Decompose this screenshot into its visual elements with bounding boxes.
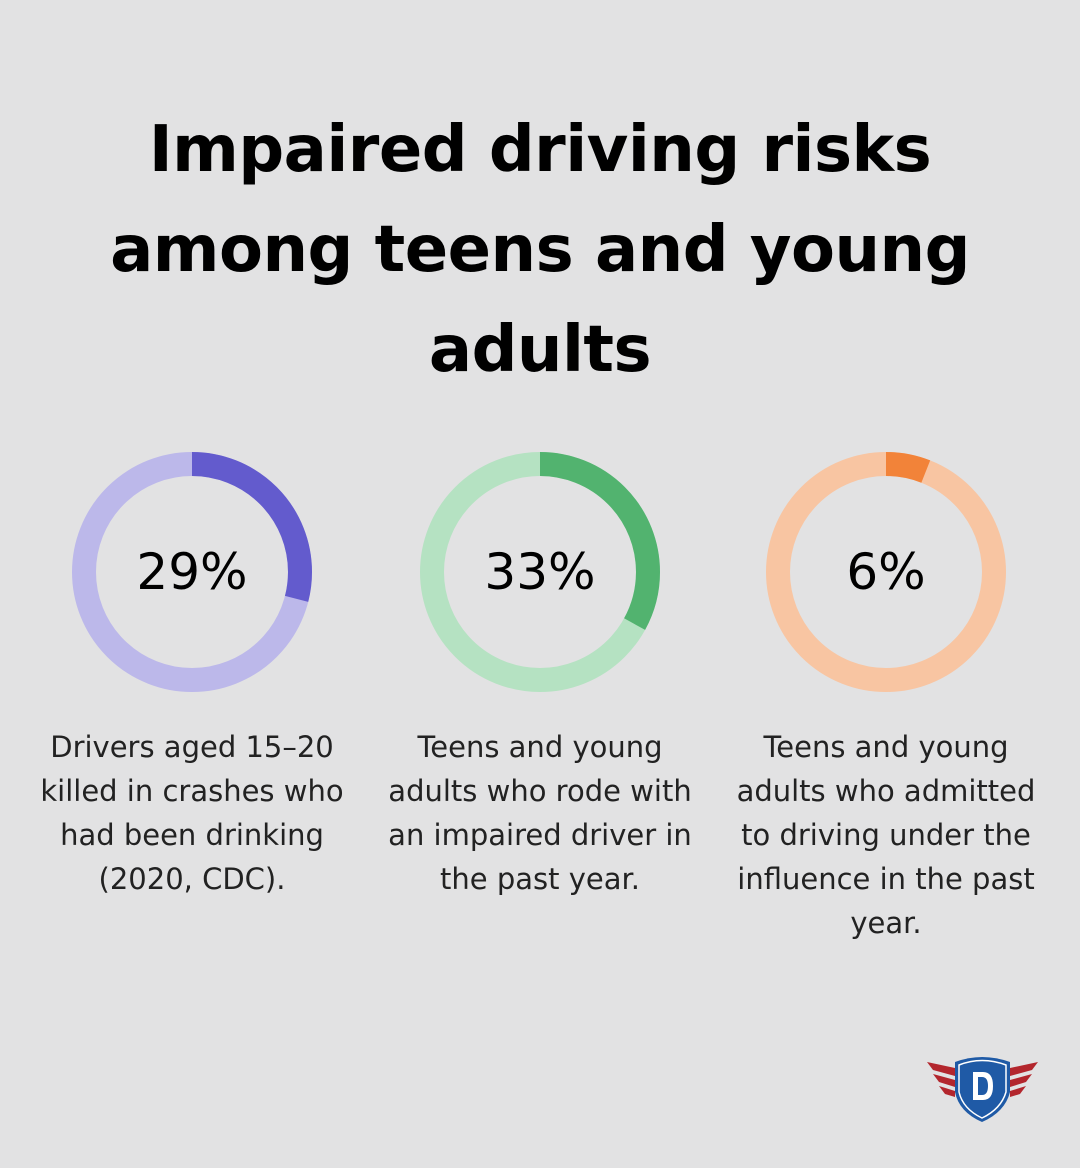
donut-chart-3: 6% (766, 452, 1006, 692)
stat-description-2: Teens and young adults who rode with an … (388, 730, 692, 896)
stat-description-3: Teens and young adults who admitted to d… (736, 730, 1036, 940)
donut-value-arc (72, 452, 312, 692)
shield-wings-logo-icon (927, 1057, 1038, 1122)
donut-label: 33% (484, 543, 596, 601)
donut-label: 6% (846, 543, 926, 601)
donut-value-arc (420, 452, 660, 692)
donut-svg (420, 452, 660, 692)
donut-chart-2: 33% (420, 452, 660, 692)
donut-svg (766, 452, 1006, 692)
donut-value-arc (766, 452, 1006, 692)
page-title: Impaired driving risks among teens and y… (110, 113, 970, 387)
stat-description-1: Drivers aged 15–20 killed in crashes who… (40, 730, 344, 896)
donut-label: 29% (136, 543, 248, 601)
donut-svg (72, 452, 312, 692)
donut-chart-1: 29% (72, 452, 312, 692)
